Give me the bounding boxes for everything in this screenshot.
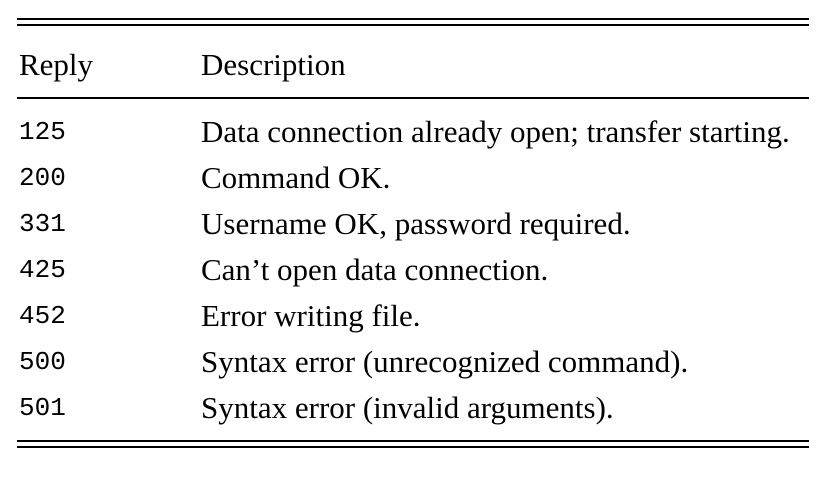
table-row: 501 Syntax error (invalid arguments). xyxy=(17,385,809,431)
reply-code: 331 xyxy=(19,209,66,239)
reply-code: 452 xyxy=(19,301,66,331)
bottom-rule-lower xyxy=(17,446,809,448)
reply-column-header: Reply xyxy=(19,47,94,82)
reply-description: Username OK, password required. xyxy=(201,206,631,241)
reply-code: 501 xyxy=(19,393,66,423)
top-rule-lower xyxy=(17,24,809,26)
reply-description: Can’t open data connection. xyxy=(201,252,549,287)
reply-description: Syntax error (unrecognized command). xyxy=(201,344,689,379)
table-row: 452 Error writing file. xyxy=(17,293,809,339)
reply-code: 200 xyxy=(19,163,66,193)
table-row: 200 Command OK. xyxy=(17,155,809,201)
top-rule-upper xyxy=(17,18,809,20)
reply-code: 500 xyxy=(19,347,66,377)
reply-description: Command OK. xyxy=(201,160,391,195)
reply-code: 125 xyxy=(19,117,66,147)
reply-description: Syntax error (invalid arguments). xyxy=(201,390,614,425)
table-row: 331 Username OK, password required. xyxy=(17,201,809,247)
table-row: 125 Data connection already open; transf… xyxy=(17,109,809,155)
reply-description: Data connection already open; transfer s… xyxy=(201,114,790,149)
bottom-rule-upper xyxy=(17,440,809,442)
description-column-header: Description xyxy=(201,47,346,82)
header-rule xyxy=(17,97,809,99)
table-row: 425 Can’t open data connection. xyxy=(17,247,809,293)
table-header-row: Reply Description xyxy=(17,42,809,88)
reply-code: 425 xyxy=(19,255,66,285)
table-row: 500 Syntax error (unrecognized command). xyxy=(17,339,809,385)
reply-description: Error writing file. xyxy=(201,298,421,333)
